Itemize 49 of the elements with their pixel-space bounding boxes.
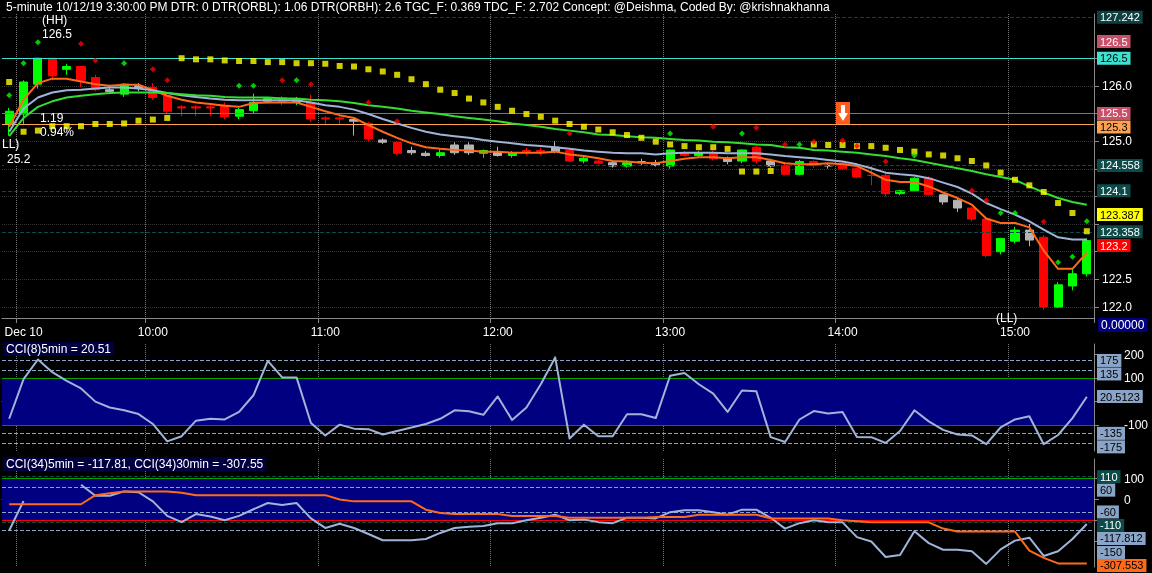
ref-line-label: 124.1: [1100, 184, 1128, 197]
x-tick-label: 12:00: [482, 325, 514, 339]
text: 20.5123: [1100, 390, 1140, 403]
y-tick-label: 126.0: [1102, 78, 1133, 93]
text: 123.2: [1100, 239, 1128, 252]
y-tick-label: 0: [1124, 492, 1131, 507]
ref-line-label: 125.5: [1100, 107, 1128, 120]
x-tick-label: 15:00: [999, 325, 1031, 339]
ref-line-label: 123.358: [1100, 225, 1140, 238]
ref-line-label: 125.3: [1100, 120, 1128, 133]
ref-line-label: -135: [1100, 427, 1123, 440]
x-tick-label: 14:00: [827, 325, 858, 339]
annotation: LL): [2, 137, 20, 151]
text: -307.553: [1100, 559, 1144, 572]
chart-title: 5-minute 10/12/19 3:30:00 PM DTR: 0 DTR(ORBL): 1.06 DTR(ORBH): 2.6 TGC_F: 0.369 TDC_F: 2.702 Concept: @Deishma, Coded By: @krishnakhanna: [6, 0, 830, 14]
x-tick-label: 11:00: [310, 325, 341, 339]
y-tick-label: 122.5: [1102, 272, 1133, 287]
annotation: (HH): [42, 13, 68, 27]
chart-title: CCI(8)5min = 20.51: [6, 342, 112, 356]
chart-title: CCI(34)5min = -117.81, CCI(34)30min = -307.55: [6, 457, 264, 471]
ref-line-label: 60: [1100, 484, 1113, 497]
annotation: 126.5: [42, 27, 73, 41]
annotation: 1.19: [40, 111, 64, 125]
text: 123.387: [1100, 208, 1140, 221]
x-tick-label: Dec 10: [4, 325, 43, 339]
text: -117.812: [1100, 532, 1143, 545]
y-tick-label: 125.0: [1102, 134, 1133, 149]
ref-line-label: 110: [1100, 470, 1118, 483]
ref-line-label: 124.558: [1100, 159, 1140, 172]
y-tick-label: 100: [1124, 471, 1145, 486]
y-tick-label: 100: [1124, 371, 1145, 386]
annotation: 25.2: [7, 152, 31, 166]
ref-line-label: 135: [1100, 367, 1119, 380]
x-tick-label: 13:00: [655, 325, 686, 339]
ref-line-label: -60: [1100, 505, 1116, 518]
ref-line-label: 175: [1100, 354, 1119, 367]
y-tick-label: 122.0: [1102, 299, 1133, 314]
annotation: 0.94%: [40, 125, 75, 139]
text: 126.5: [1100, 35, 1128, 48]
text: 0.00000: [1101, 318, 1145, 332]
ref-line-label: 127.242: [1100, 11, 1140, 24]
x-tick-label: 10:00: [137, 325, 169, 339]
ref-line-label: -110: [1100, 519, 1122, 532]
ref-line-label: 126.5: [1100, 52, 1128, 65]
annotation: (LL): [996, 311, 1018, 325]
ref-line-label: -175: [1100, 440, 1123, 453]
legend-label: -150: [1100, 546, 1123, 559]
y-tick-label: -100: [1124, 418, 1149, 433]
y-tick-label: 200: [1124, 347, 1145, 362]
